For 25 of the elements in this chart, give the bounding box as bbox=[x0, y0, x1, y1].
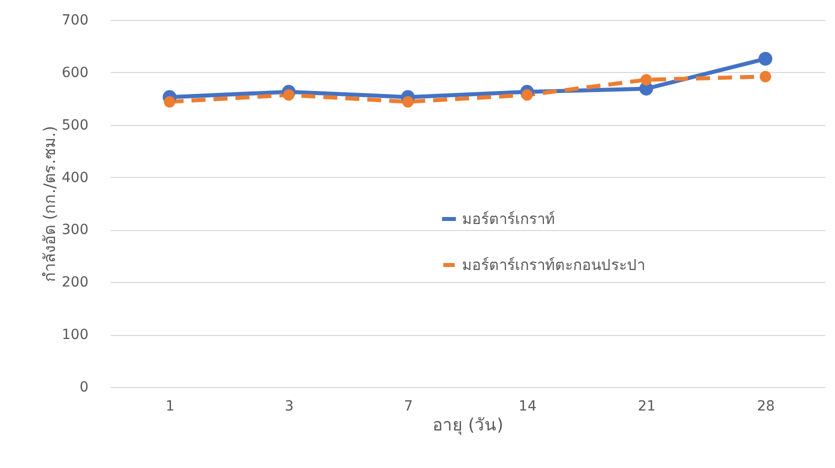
y-tick-label: 400 bbox=[62, 170, 88, 186]
x-tick-label: 21 bbox=[638, 398, 656, 414]
point bbox=[760, 70, 772, 82]
point bbox=[283, 89, 294, 101]
y-tick-label: 500 bbox=[62, 117, 88, 134]
y-tick-label: 600 bbox=[62, 64, 88, 81]
y-axis-title: กำลังอัด (กก./ตร.ซม.) bbox=[40, 126, 59, 282]
point bbox=[758, 52, 772, 66]
point bbox=[164, 96, 176, 108]
x-tick-label: 3 bbox=[284, 398, 294, 414]
y-tick-label: 0 bbox=[80, 380, 88, 396]
y-tick-label: 300 bbox=[62, 222, 88, 238]
x-tick-label: 7 bbox=[404, 398, 413, 414]
x-tick-label: 14 bbox=[518, 398, 537, 414]
point bbox=[640, 74, 652, 86]
x-axis-title: อายุ (วัน) bbox=[432, 416, 504, 436]
y-tick-label: 200 bbox=[62, 274, 88, 291]
point bbox=[521, 89, 533, 101]
x-tick-label: 28 bbox=[757, 398, 775, 414]
x-tick-label: 1 bbox=[166, 398, 175, 414]
legend-label: มอร์ตาร์เกราท์ bbox=[462, 210, 555, 228]
point bbox=[402, 96, 414, 108]
legend-label: มอร์ตาร์เกราท์ตะกอนประปา bbox=[462, 256, 645, 274]
y-tick-label: 100 bbox=[62, 327, 88, 344]
y-tick-label: 700 bbox=[62, 12, 88, 28]
